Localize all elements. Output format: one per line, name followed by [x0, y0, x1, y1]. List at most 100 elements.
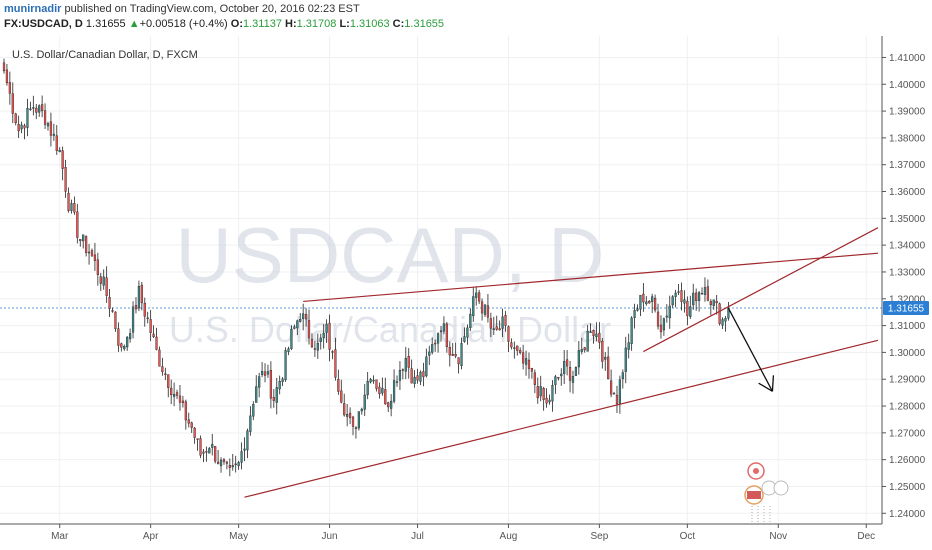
- candle[interactable]: [680, 282, 683, 311]
- candle[interactable]: [715, 294, 718, 315]
- candle[interactable]: [49, 112, 53, 147]
- candle[interactable]: [310, 333, 314, 348]
- candle[interactable]: [85, 235, 88, 257]
- candle[interactable]: [419, 370, 422, 386]
- candle[interactable]: [398, 361, 402, 391]
- candle[interactable]: [475, 286, 478, 306]
- candle[interactable]: [410, 359, 413, 384]
- candle[interactable]: [566, 350, 569, 376]
- candle[interactable]: [551, 380, 554, 412]
- candle[interactable]: [401, 368, 404, 380]
- candle[interactable]: [328, 314, 331, 362]
- candle[interactable]: [568, 361, 572, 393]
- candle[interactable]: [463, 327, 466, 343]
- candle[interactable]: [123, 344, 126, 351]
- candle[interactable]: [155, 327, 158, 351]
- candle[interactable]: [519, 347, 522, 355]
- candle[interactable]: [392, 369, 396, 404]
- candle[interactable]: [146, 311, 149, 324]
- candle[interactable]: [41, 95, 44, 118]
- candle[interactable]: [510, 338, 513, 350]
- candle[interactable]: [571, 370, 575, 394]
- candle[interactable]: [451, 342, 454, 357]
- candle[interactable]: [425, 348, 428, 378]
- trendline-lower[interactable]: [244, 339, 879, 498]
- candle[interactable]: [390, 394, 393, 417]
- candle[interactable]: [404, 346, 407, 380]
- candle[interactable]: [436, 332, 440, 353]
- candle[interactable]: [93, 242, 97, 271]
- candle[interactable]: [472, 287, 475, 322]
- candle[interactable]: [90, 248, 94, 257]
- candle[interactable]: [592, 329, 595, 344]
- candle[interactable]: [187, 412, 190, 428]
- flag-icon[interactable]: [773, 480, 789, 496]
- candle[interactable]: [255, 375, 258, 403]
- candle[interactable]: [545, 388, 548, 408]
- candle[interactable]: [205, 446, 208, 462]
- candle[interactable]: [692, 283, 695, 310]
- trendline-upper[interactable]: [303, 252, 879, 303]
- candle[interactable]: [366, 372, 369, 400]
- author-name[interactable]: munirnadir: [4, 3, 62, 15]
- candle[interactable]: [630, 316, 633, 351]
- candle[interactable]: [111, 307, 114, 313]
- candle[interactable]: [387, 401, 390, 413]
- candle[interactable]: [35, 104, 38, 120]
- candle[interactable]: [416, 368, 419, 384]
- candle[interactable]: [304, 308, 308, 327]
- candle[interactable]: [618, 375, 622, 414]
- candle[interactable]: [645, 296, 648, 306]
- candle[interactable]: [639, 295, 642, 317]
- candle[interactable]: [108, 288, 111, 318]
- candle[interactable]: [64, 159, 67, 198]
- candle[interactable]: [524, 350, 528, 376]
- candle[interactable]: [290, 325, 293, 351]
- candle[interactable]: [170, 379, 173, 405]
- candle[interactable]: [340, 379, 343, 404]
- candle[interactable]: [129, 328, 132, 343]
- candle[interactable]: [695, 288, 698, 311]
- candle[interactable]: [172, 382, 176, 407]
- candle[interactable]: [633, 303, 636, 329]
- candle[interactable]: [131, 301, 135, 339]
- candle[interactable]: [469, 308, 472, 332]
- candle[interactable]: [158, 346, 161, 367]
- candle[interactable]: [483, 304, 487, 318]
- candle[interactable]: [533, 369, 536, 394]
- candle[interactable]: [2, 58, 6, 74]
- candle[interactable]: [313, 340, 316, 357]
- candle[interactable]: [120, 342, 123, 352]
- candle[interactable]: [17, 115, 20, 139]
- candle[interactable]: [583, 346, 586, 353]
- candle[interactable]: [360, 407, 363, 415]
- candle[interactable]: [281, 377, 284, 387]
- candle[interactable]: [466, 324, 469, 345]
- candle[interactable]: [234, 455, 237, 473]
- candle[interactable]: [480, 298, 484, 321]
- candle[interactable]: [697, 290, 701, 312]
- candle[interactable]: [137, 280, 141, 312]
- candle[interactable]: [343, 393, 346, 417]
- candle[interactable]: [542, 386, 545, 411]
- candle[interactable]: [357, 411, 360, 431]
- candle[interactable]: [225, 460, 229, 470]
- candle[interactable]: [164, 367, 167, 381]
- candle[interactable]: [73, 196, 76, 215]
- candle[interactable]: [322, 324, 325, 349]
- candle[interactable]: [727, 301, 730, 321]
- candle[interactable]: [99, 272, 102, 291]
- candle[interactable]: [442, 316, 446, 335]
- candle[interactable]: [237, 460, 240, 470]
- candle[interactable]: [609, 369, 613, 398]
- candle[interactable]: [202, 448, 205, 463]
- candle[interactable]: [299, 313, 302, 323]
- candle[interactable]: [718, 302, 721, 326]
- candle[interactable]: [501, 308, 504, 338]
- candle[interactable]: [601, 338, 604, 369]
- candle[interactable]: [149, 309, 152, 342]
- candle[interactable]: [58, 147, 61, 153]
- candle[interactable]: [219, 457, 223, 473]
- candle[interactable]: [422, 362, 425, 387]
- candle[interactable]: [428, 345, 431, 366]
